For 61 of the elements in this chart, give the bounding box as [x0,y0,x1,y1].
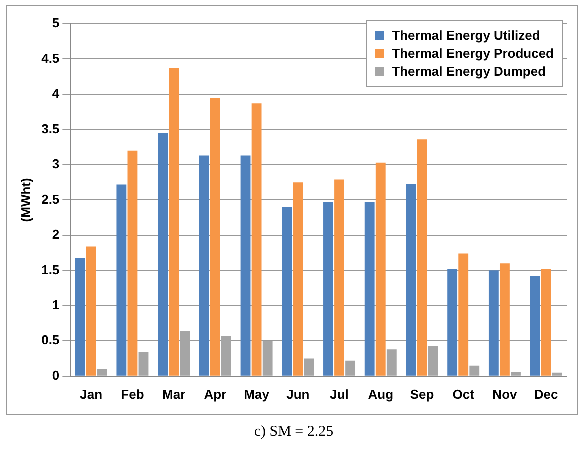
x-tick-label: Jan [80,386,103,402]
bar [324,202,334,376]
bar [75,258,86,376]
bar [252,104,262,376]
legend-label: Thermal Energy Utilized [392,28,540,43]
y-tick-label: 0 [52,368,60,383]
x-tick-label: Apr [204,386,227,402]
bar [406,184,416,376]
x-tick-label: Feb [121,386,144,402]
y-tick-label: 1.5 [42,262,60,278]
bar [511,372,521,376]
bar [364,202,375,376]
bar [470,366,480,376]
bar [334,180,344,376]
x-tick-label: May [244,386,270,402]
bar [376,162,386,376]
bar [500,264,510,376]
bar [386,350,397,376]
x-tick-label: Dec [534,386,558,402]
bar [458,254,469,376]
bar [552,372,562,376]
x-tick-label: Sep [410,386,434,402]
bar [116,184,127,376]
bar [346,360,356,376]
y-tick-label: 2 [52,227,60,242]
bar [541,269,552,376]
y-tick-label: 2.5 [42,192,60,207]
y-tick-label: 4.5 [42,50,60,66]
bar [488,270,499,376]
bar [293,182,304,376]
x-tick-label: Nov [492,386,518,402]
bar [158,133,168,376]
bar [169,68,180,376]
bar [138,352,149,376]
legend-label: Thermal Energy Dumped [392,64,546,79]
x-tick-label: Jun [286,386,310,402]
bar [199,156,210,376]
x-tick-label: Aug [368,386,394,402]
legend-label: Thermal Energy Produced [392,46,554,61]
y-tick-label: 3.5 [42,121,60,136]
y-tick-label: 3 [52,156,60,172]
bar [282,207,292,376]
y-axis-title: (MWht) [18,178,34,222]
bar [210,98,220,376]
y-tick-label: 1 [52,298,60,312]
text: c) SM = 2.25 [253,424,335,441]
y-tick-label: 4 [52,86,60,102]
bar [530,276,540,376]
bar [428,346,438,376]
x-tick-label: Oct [452,386,476,402]
y-tick-label: 5 [52,16,60,31]
bar [97,369,108,376]
x-tick-label: Jul [330,386,349,402]
bar [86,246,96,376]
bar [304,358,314,376]
bar [240,156,251,376]
bar [417,140,428,376]
bar [448,269,458,376]
x-tick-label: Mar [162,386,186,402]
bar [128,150,138,376]
y-tick-label: 0.5 [42,332,60,348]
